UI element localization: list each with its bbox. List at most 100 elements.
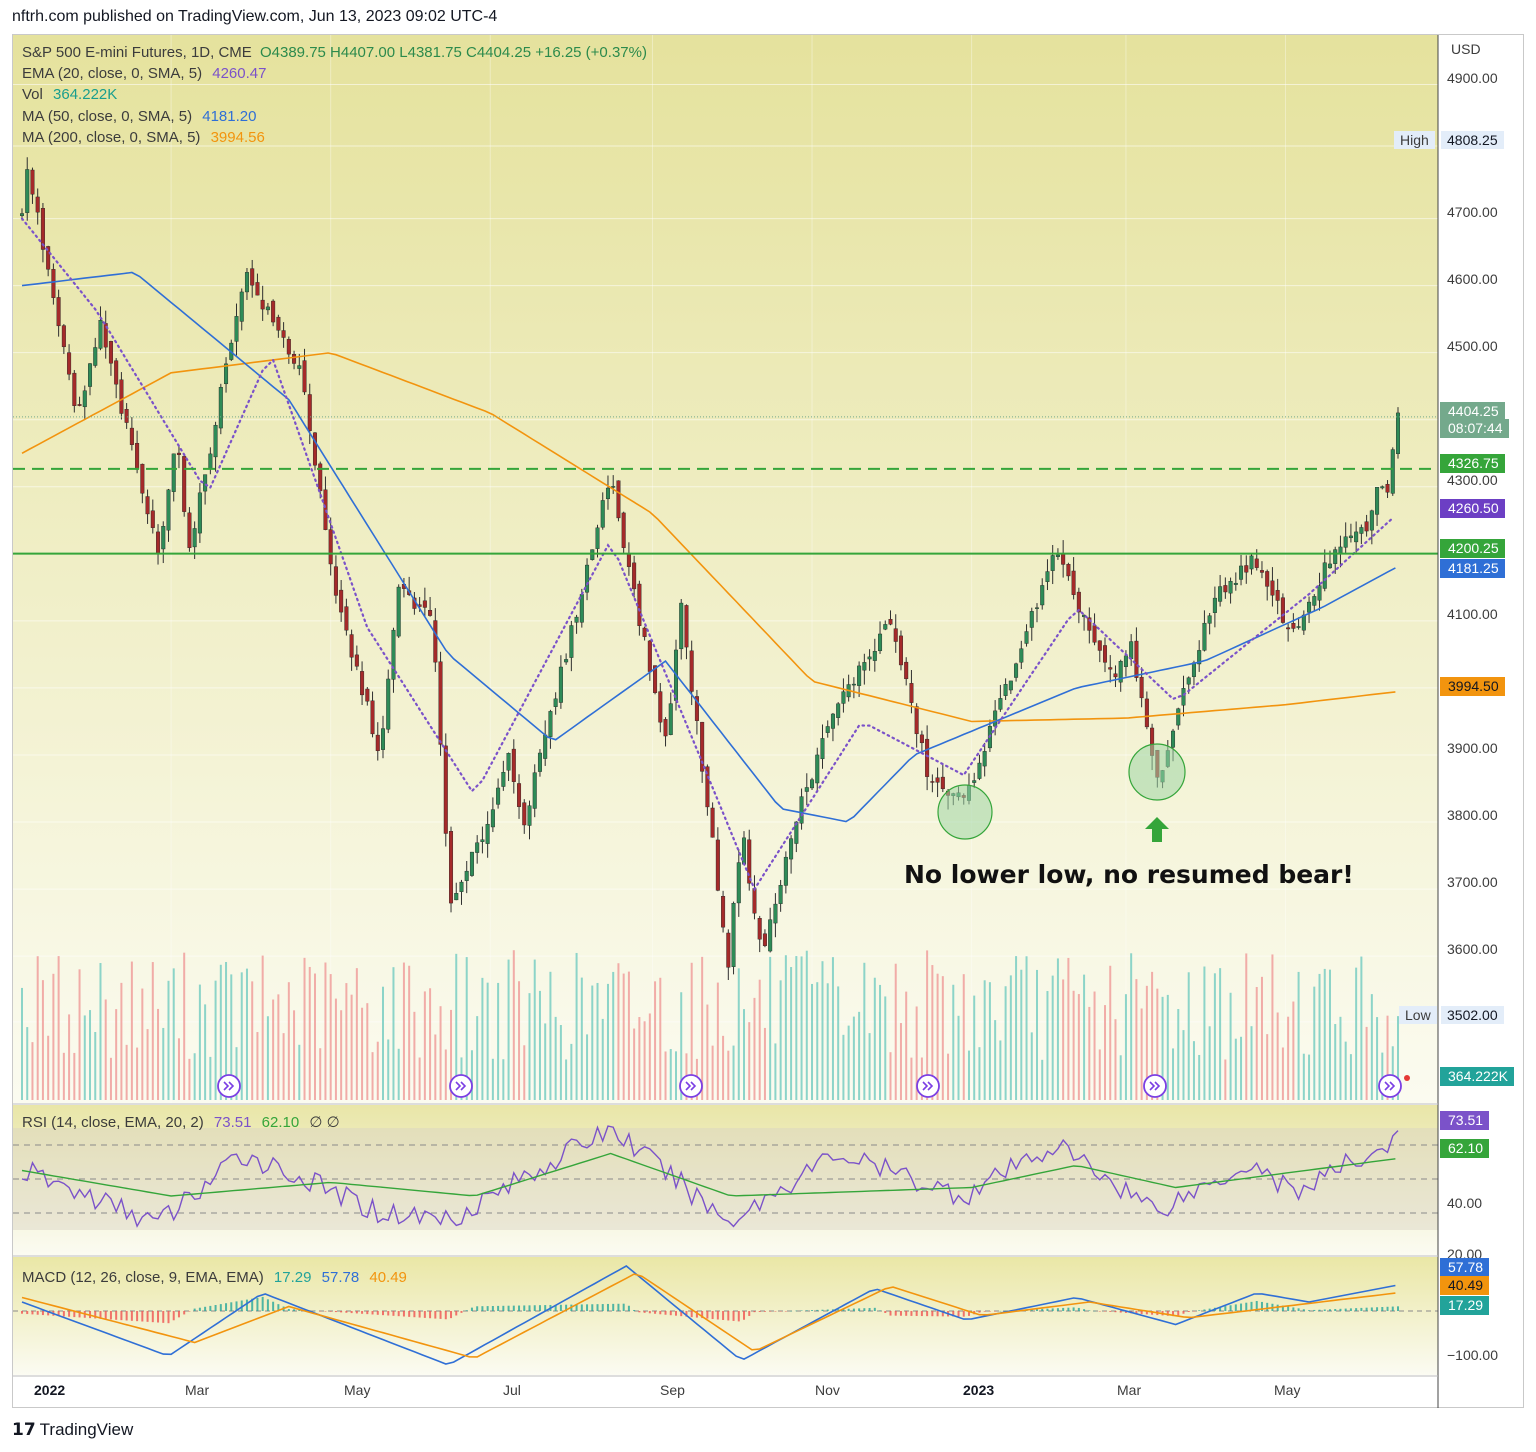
candle-body	[710, 807, 715, 838]
macd-histogram-bar	[355, 1311, 358, 1314]
macd-histogram-bar	[392, 1311, 395, 1316]
candle-body	[475, 842, 480, 853]
volume-bar	[413, 1011, 416, 1100]
volume-bar	[1056, 958, 1059, 1100]
macd-tag: 57.78	[1440, 1258, 1490, 1277]
macd-histogram-bar	[528, 1305, 531, 1311]
macd-histogram-bar	[177, 1311, 180, 1318]
macd-histogram-bar	[193, 1308, 196, 1311]
candle-body	[1322, 562, 1327, 589]
volume-bar	[941, 976, 944, 1100]
macd-histogram-bar	[920, 1311, 923, 1317]
low-word-tag: Low	[1399, 1006, 1437, 1024]
candle-body	[857, 665, 862, 686]
macd-histogram-bar	[612, 1303, 615, 1311]
macd-histogram-bar	[507, 1305, 510, 1311]
macd-histogram-bar	[1287, 1306, 1290, 1311]
macd-histogram-bar	[1323, 1309, 1326, 1311]
event-marker-icon	[1384, 1081, 1396, 1091]
volume-bar	[1240, 1036, 1243, 1100]
volume-bar	[633, 1028, 636, 1100]
volume-bar	[345, 983, 348, 1100]
volume-bar	[1187, 972, 1190, 1100]
volume-bar	[748, 1022, 751, 1100]
volume-bar	[1250, 1026, 1253, 1100]
rsi-ma-tag: 62.10	[1440, 1139, 1490, 1158]
candle-body	[464, 870, 469, 881]
macd-histogram-bar	[1365, 1307, 1368, 1311]
candle-body	[1186, 677, 1191, 685]
candle-body	[1327, 563, 1332, 569]
macd-histogram-bar	[1067, 1307, 1070, 1311]
macd-histogram-bar	[784, 1311, 787, 1312]
price-tick: 4700.00	[1447, 204, 1498, 220]
macd-histogram-bar	[863, 1308, 866, 1311]
candle-body	[1254, 558, 1259, 568]
ema-label: EMA (20, close, 0, SMA, 5)	[22, 65, 203, 82]
candle-body	[234, 316, 239, 342]
candle-body	[810, 779, 815, 789]
candle-body	[993, 710, 998, 727]
volume-bar	[690, 962, 693, 1100]
candle-body	[339, 589, 344, 613]
volume-bar	[68, 1014, 71, 1100]
volume-bar	[1198, 1054, 1201, 1100]
volume-bar	[1344, 1041, 1347, 1100]
candle-body	[1129, 641, 1134, 660]
volume-bar	[821, 961, 824, 1100]
volume-bar	[1313, 986, 1316, 1100]
macd-histogram-bar	[795, 1310, 798, 1312]
macd-histogram-bar	[962, 1311, 965, 1317]
volume-bar	[894, 963, 897, 1100]
symbol-name: S&P 500 E-mini Futures, 1D, CME	[22, 44, 252, 61]
macd-histogram-bar	[62, 1311, 65, 1317]
candle-body	[668, 703, 673, 735]
high-word-tag: High	[1394, 131, 1435, 149]
macd-histogram-bar	[1119, 1311, 1122, 1313]
ma200-label: MA (200, close, 0, SMA, 5)	[22, 129, 201, 146]
volume-bar	[805, 950, 808, 1100]
macd-histogram-bar	[931, 1311, 934, 1317]
macd-histogram-bar	[941, 1311, 944, 1317]
volume-bar	[434, 1034, 437, 1100]
volume-bar	[172, 968, 175, 1100]
macd-histogram-bar	[313, 1310, 316, 1312]
candle-body	[883, 624, 888, 630]
candle-body	[485, 824, 490, 844]
macd-histogram-bar	[769, 1311, 772, 1312]
candle-body	[250, 268, 255, 286]
volume-bar	[141, 988, 144, 1100]
macd-histogram-bar	[1391, 1306, 1394, 1311]
volume-bar	[732, 1045, 735, 1100]
volume-bar	[654, 981, 657, 1100]
candle-body	[98, 320, 103, 349]
volume-bar	[313, 973, 316, 1100]
candle-body	[218, 387, 223, 429]
volume-bar	[826, 983, 829, 1100]
volume-bar	[523, 1045, 526, 1100]
volume-bar	[1124, 994, 1127, 1100]
time-label: Sep	[660, 1382, 685, 1398]
price-tick: 3800.00	[1447, 807, 1498, 823]
volume-bar	[167, 980, 170, 1100]
macd-histogram-bar	[1072, 1307, 1075, 1311]
tradingview-logo[interactable]: 17 TradingView	[12, 1420, 133, 1440]
volume-bar	[439, 1006, 442, 1100]
macd-histogram-bar	[617, 1303, 620, 1311]
volume-bar	[1051, 975, 1054, 1100]
macd-histogram-bar	[842, 1308, 845, 1311]
candle-body	[1233, 582, 1238, 585]
volume-bar	[1255, 987, 1258, 1100]
volume-bar	[554, 1016, 557, 1100]
macd-histogram-bar	[1187, 1311, 1190, 1313]
candle-body	[977, 762, 982, 779]
macd-histogram-bar	[214, 1305, 217, 1311]
volume-bar	[1088, 1006, 1091, 1100]
macd-histogram-bar	[1224, 1306, 1227, 1311]
macd-histogram-bar	[633, 1309, 636, 1311]
macd-histogram-bar	[162, 1311, 165, 1323]
candle-body	[558, 666, 563, 703]
macd-histogram-bar	[1255, 1301, 1258, 1311]
legend-symbol-row: S&P 500 E-mini Futures, 1D, CME O4389.75…	[22, 44, 647, 61]
